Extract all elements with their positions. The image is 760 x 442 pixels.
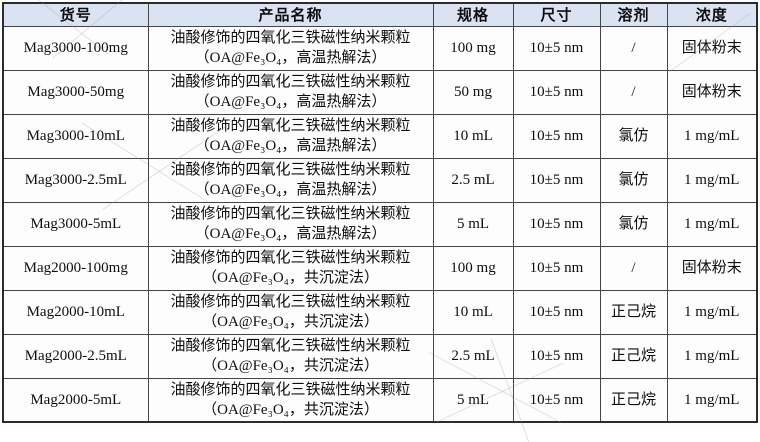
cell-size: 10±5 nm [512, 157, 601, 203]
cell-product-name: 油酸修饰的四氧化三铁磁性纳米颗粒 （OA@Fe₃O₄，高温热解法） [147, 69, 434, 115]
cell-concentration: 1 mg/mL [666, 333, 758, 379]
cell-sku: Mag2000-10mL [2, 289, 149, 335]
product-name-line2: （OA@Fe₃O₄，共沉淀法） [202, 314, 379, 330]
product-name-line1: 油酸修饰的四氧化三铁磁性纳米颗粒 [170, 162, 411, 178]
cell-sku: Mag2000-5mL [2, 377, 149, 423]
cell-product-name: 油酸修饰的四氧化三铁磁性纳米颗粒 （OA@Fe₃O₄，高温热解法） [147, 25, 434, 71]
cell-product-name: 油酸修饰的四氧化三铁磁性纳米颗粒 （OA@Fe₃O₄，共沉淀法） [147, 289, 434, 335]
cell-sku: Mag3000-100mg [2, 25, 149, 71]
table-row: Mag3000-2.5mL 油酸修饰的四氧化三铁磁性纳米颗粒 （OA@Fe₃O₄，高… [2, 157, 758, 203]
cell-spec: 100 mg [432, 245, 514, 291]
product-name-line1: 油酸修饰的四氧化三铁磁性纳米颗粒 [170, 250, 411, 266]
cell-spec: 5 mL [432, 377, 514, 423]
cell-size: 10±5 nm [512, 25, 601, 71]
product-name-line1: 油酸修饰的四氧化三铁磁性纳米颗粒 [170, 74, 411, 90]
cell-sku: Mag3000-10mL [2, 113, 149, 159]
product-name-line1: 油酸修饰的四氧化三铁磁性纳米颗粒 [170, 294, 411, 310]
cell-spec: 10 mL [432, 289, 514, 335]
cell-sku: Mag3000-5mL [2, 201, 149, 247]
cell-solvent: 氯仿 [599, 201, 668, 247]
cell-concentration: 固体粉末 [666, 25, 758, 71]
cell-spec: 10 mL [432, 113, 514, 159]
product-name-line2: （OA@Fe₃O₄，共沉淀法） [202, 358, 379, 374]
cell-spec: 5 mL [432, 201, 514, 247]
table-row: Mag2000-2.5mL 油酸修饰的四氧化三铁磁性纳米颗粒 （OA@Fe₃O₄，共… [2, 333, 758, 379]
cell-product-name: 油酸修饰的四氧化三铁磁性纳米颗粒 （OA@Fe₃O₄，高温热解法） [147, 157, 434, 203]
cell-solvent: 正己烷 [599, 377, 668, 423]
product-name-line1: 油酸修饰的四氧化三铁磁性纳米颗粒 [170, 381, 411, 398]
table-row: Mag3000-50mg 油酸修饰的四氧化三铁磁性纳米颗粒 （OA@Fe₃O₄，高温… [2, 69, 758, 115]
cell-solvent: / [599, 245, 668, 291]
cell-solvent: 氯仿 [599, 157, 668, 203]
cell-concentration: 固体粉末 [666, 69, 758, 115]
product-table: 货号 产品名称 规格 尺寸 溶剂 浓度 Mag3000-100mg 油酸修饰的四氧化三铁磁性… [2, 2, 758, 423]
cell-solvent: / [599, 69, 668, 115]
cell-product-name: 油酸修饰的四氧化三铁磁性纳米颗粒 （OA@Fe₃O₄，共沉淀法） [147, 245, 434, 291]
table-body: Mag3000-100mg 油酸修饰的四氧化三铁磁性纳米颗粒 （OA@Fe₃O₄，高… [2, 25, 758, 423]
column-header-size: 尺寸 [512, 2, 601, 27]
column-header-spec: 规格 [432, 2, 514, 27]
cell-size: 10±5 nm [512, 289, 601, 335]
cell-sku: Mag3000-2.5mL [2, 157, 149, 203]
cell-sku: Mag2000-2.5mL [2, 333, 149, 379]
cell-spec: 2.5 mL [432, 157, 514, 203]
product-name-line2: （OA@Fe₃O₄，共沉淀法） [202, 270, 379, 286]
table-row: Mag2000-100mg 油酸修饰的四氧化三铁磁性纳米颗粒 （OA@Fe₃O₄，共… [2, 245, 758, 291]
cell-size: 10±5 nm [512, 201, 601, 247]
cell-product-name: 油酸修饰的四氧化三铁磁性纳米颗粒 （OA@Fe₃O₄，共沉淀法） [147, 377, 434, 423]
cell-solvent: 正己烷 [599, 333, 668, 379]
cell-spec: 2.5 mL [432, 333, 514, 379]
cell-sku: Mag2000-100mg [2, 245, 149, 291]
product-name-line2: （OA@Fe₃O₄，高温热解法） [194, 138, 387, 154]
product-name-line2: （OA@Fe₃O₄，高温热解法） [194, 94, 387, 110]
product-name-line1: 油酸修饰的四氧化三铁磁性纳米颗粒 [170, 338, 411, 354]
product-name-line2: （OA@Fe₃O₄，共沉淀法） [202, 401, 379, 418]
column-header-product_name: 产品名称 [147, 2, 434, 27]
cell-concentration: 1 mg/mL [666, 113, 758, 159]
cell-spec: 100 mg [432, 25, 514, 71]
cell-concentration: 1 mg/mL [666, 157, 758, 203]
cell-solvent: 正己烷 [599, 289, 668, 335]
table-row: Mag3000-10mL 油酸修饰的四氧化三铁磁性纳米颗粒 （OA@Fe₃O₄，高温… [2, 113, 758, 159]
table-row: Mag3000-100mg 油酸修饰的四氧化三铁磁性纳米颗粒 （OA@Fe₃O₄，高… [2, 25, 758, 71]
cell-spec: 50 mg [432, 69, 514, 115]
table-row: Mag3000-5mL 油酸修饰的四氧化三铁磁性纳米颗粒 （OA@Fe₃O₄，高温热… [2, 201, 758, 247]
cell-concentration: 1 mg/mL [666, 201, 758, 247]
table-row: Mag2000-10mL 油酸修饰的四氧化三铁磁性纳米颗粒 （OA@Fe₃O₄，共沉… [2, 289, 758, 335]
product-name-line2: （OA@Fe₃O₄，高温热解法） [194, 182, 387, 198]
cell-size: 10±5 nm [512, 377, 601, 423]
cell-concentration: 固体粉末 [666, 245, 758, 291]
header-row: 货号 产品名称 规格 尺寸 溶剂 浓度 [2, 2, 758, 27]
product-name-line1: 油酸修饰的四氧化三铁磁性纳米颗粒 [170, 118, 411, 134]
cell-product-name: 油酸修饰的四氧化三铁磁性纳米颗粒 （OA@Fe₃O₄，高温热解法） [147, 201, 434, 247]
cell-size: 10±5 nm [512, 69, 601, 115]
product-name-line2: （OA@Fe₃O₄，高温热解法） [194, 226, 387, 242]
cell-product-name: 油酸修饰的四氧化三铁磁性纳米颗粒 （OA@Fe₃O₄，共沉淀法） [147, 333, 434, 379]
cell-product-name: 油酸修饰的四氧化三铁磁性纳米颗粒 （OA@Fe₃O₄，高温热解法） [147, 113, 434, 159]
product-name-line1: 油酸修饰的四氧化三铁磁性纳米颗粒 [170, 30, 411, 46]
cell-solvent: 氯仿 [599, 113, 668, 159]
cell-solvent: / [599, 25, 668, 71]
cell-size: 10±5 nm [512, 245, 601, 291]
column-header-sku: 货号 [2, 2, 149, 27]
cell-sku: Mag3000-50mg [2, 69, 149, 115]
cell-size: 10±5 nm [512, 333, 601, 379]
cell-concentration: 1 mg/mL [666, 289, 758, 335]
cell-size: 10±5 nm [512, 113, 601, 159]
column-header-concentration: 浓度 [666, 2, 758, 27]
column-header-solvent: 溶剂 [599, 2, 668, 27]
product-name-line1: 油酸修饰的四氧化三铁磁性纳米颗粒 [170, 206, 411, 222]
cell-concentration: 1 mg/mL [666, 377, 758, 423]
product-name-line2: （OA@Fe₃O₄，高温热解法） [194, 50, 387, 66]
table-row: Mag2000-5mL 油酸修饰的四氧化三铁磁性纳米颗粒 （OA@Fe₃O₄，共沉淀… [2, 377, 758, 423]
